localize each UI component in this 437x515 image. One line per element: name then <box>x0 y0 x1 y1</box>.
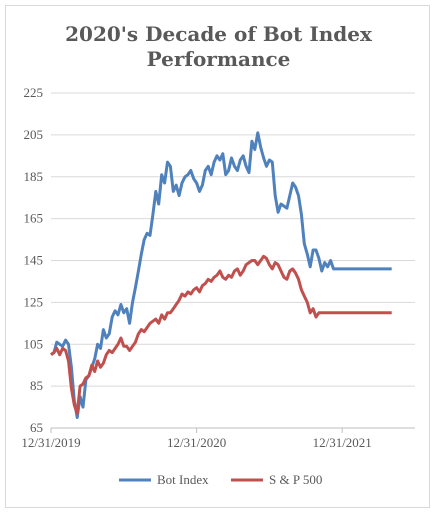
y-tick-label: 125 <box>24 294 44 309</box>
y-tick-label: 205 <box>24 127 44 142</box>
y-tick-label: 105 <box>24 336 44 351</box>
y-tick-label: 225 <box>24 85 44 100</box>
y-tick-label: 85 <box>30 378 43 393</box>
x-tick-label: 12/31/2021 <box>313 435 372 450</box>
y-tick-label: 165 <box>24 211 44 226</box>
x-axis: 12/31/2019 12/31/2020 12/31/2021 <box>21 427 415 450</box>
gridlines <box>51 92 415 387</box>
series-lines <box>50 131 392 419</box>
y-axis-ticks: 65 85 105 125 145 165 185 205 225 <box>24 85 44 435</box>
series-line-s-p-500 <box>50 254 392 415</box>
series-line-bot-index <box>50 131 392 419</box>
y-tick-label: 65 <box>30 420 43 435</box>
y-tick-label: 145 <box>24 253 44 268</box>
y-tick-label: 185 <box>24 169 44 184</box>
legend-label: Bot Index <box>157 472 209 487</box>
x-tick-label: 12/31/2020 <box>167 435 226 450</box>
chart-title: 2020's Decade of Bot Index Performance <box>65 22 372 71</box>
legend-label: S & P 500 <box>269 472 322 487</box>
x-tick-label: 12/31/2019 <box>21 435 80 450</box>
chart-frame <box>5 5 430 508</box>
legend: Bot Index S & P 500 <box>119 472 322 487</box>
